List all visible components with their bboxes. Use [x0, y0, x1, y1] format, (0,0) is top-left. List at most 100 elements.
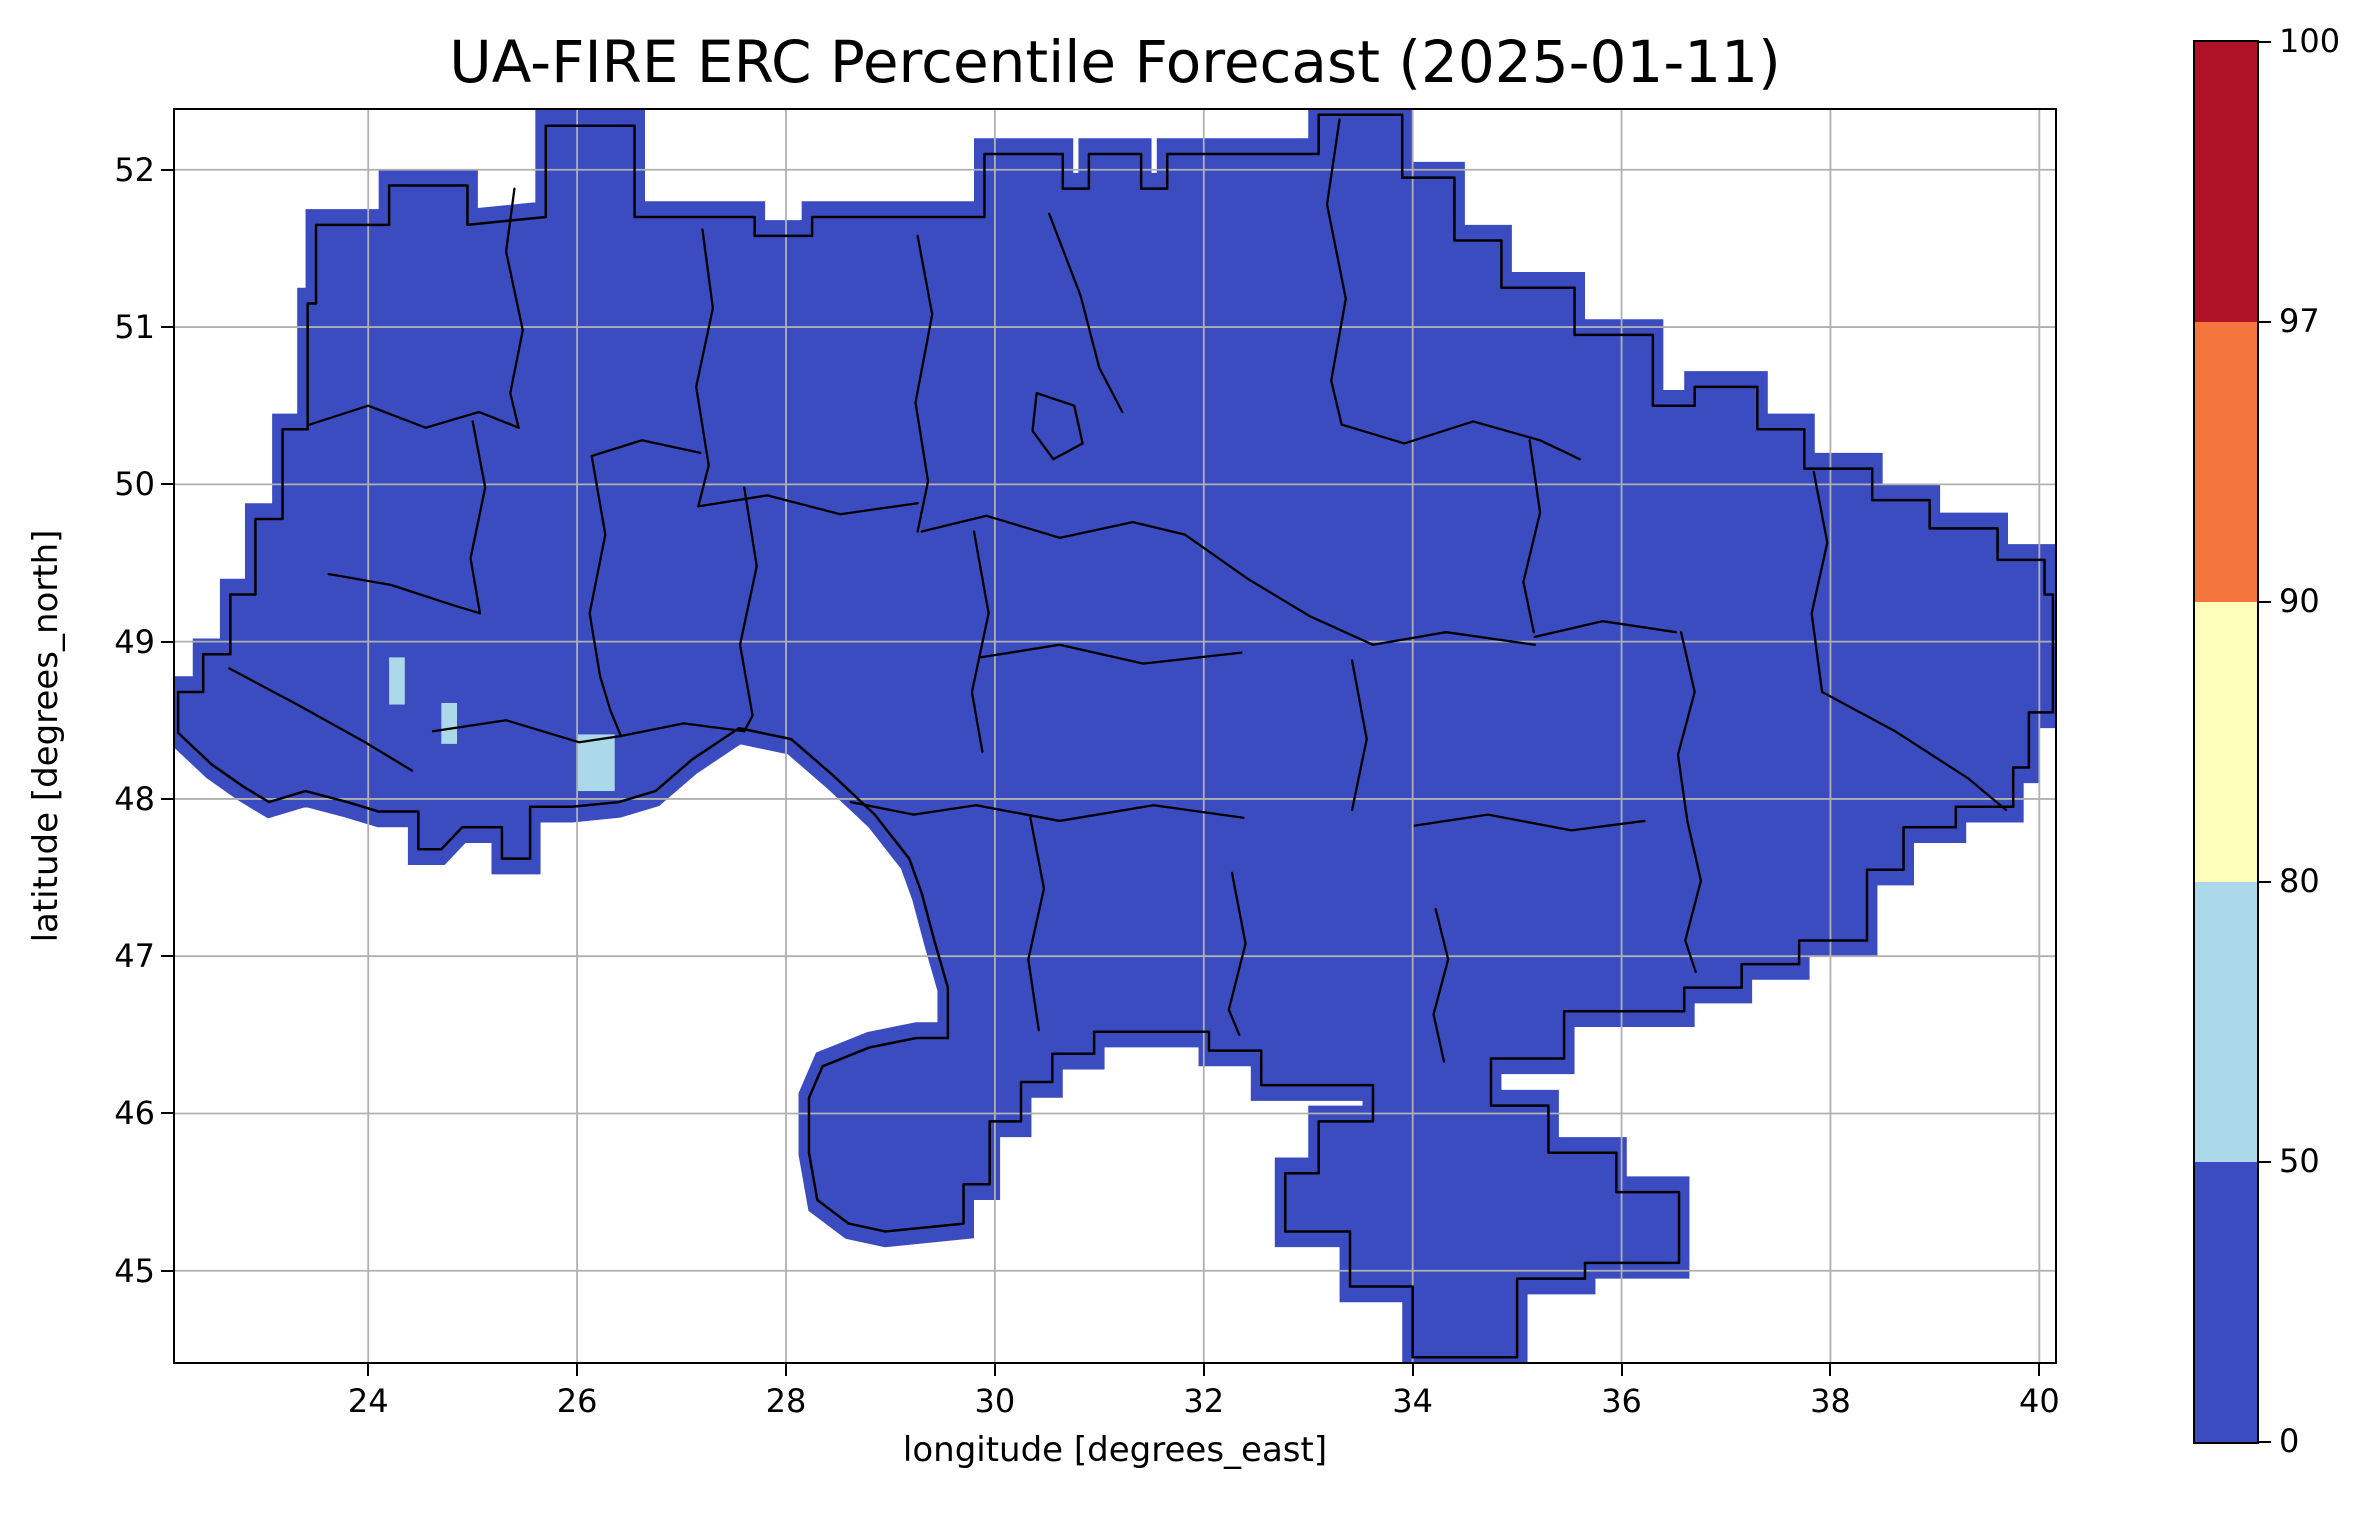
y-tick-label: 48 [114, 779, 155, 818]
x-tick-label: 36 [1601, 1382, 1642, 1420]
oblast-boundary [698, 495, 917, 514]
oblast-boundary [229, 668, 412, 770]
colorbar-segment [2195, 42, 2257, 322]
colorbar-tickmark [2259, 1161, 2271, 1163]
x-tick-label: 28 [765, 1382, 807, 1420]
colorbar-tickmark [2259, 881, 2271, 883]
country-fill [175, 110, 2055, 1362]
y-tick-label: 47 [114, 937, 155, 976]
x-tickmark [367, 1364, 370, 1376]
x-tick-label: 40 [2018, 1382, 2060, 1420]
country-outline-layer [178, 115, 2053, 1358]
anomaly-cells-layer [389, 657, 615, 792]
y-tickmark [161, 955, 173, 958]
x-tickmark [1411, 1364, 1414, 1376]
x-tick-label: 38 [1810, 1382, 1851, 1420]
colorbar-tick-label: 97 [2279, 302, 2320, 340]
oblast-boundary [972, 532, 989, 752]
y-tickmark [161, 168, 173, 171]
oblast-boundary [1678, 632, 1695, 821]
x-axis-label: longitude [degrees_east] [902, 1430, 1328, 1470]
anomaly-cell [389, 657, 405, 705]
colorbar-tick-label: 0 [2279, 1422, 2300, 1460]
oblast-boundary [851, 802, 976, 815]
oblast-boundary [1352, 661, 1367, 810]
map-canvas [175, 110, 2055, 1362]
x-tick-label: 26 [556, 1382, 598, 1420]
x-tick-label: 30 [974, 1382, 1016, 1420]
chart-title: UA-FIRE ERC Percentile Forecast (2025-01… [449, 28, 1781, 96]
country-outline [178, 115, 2053, 1358]
y-tick-label: 52 [114, 150, 155, 189]
x-tickmark [576, 1364, 579, 1376]
oblast-boundary [1434, 909, 1449, 1062]
y-tick-label: 50 [114, 465, 155, 504]
gridlines-layer [175, 110, 2055, 1362]
oblast-boundary [471, 421, 486, 613]
oblast-boundary [506, 189, 523, 428]
anomaly-cell [441, 702, 457, 744]
colorbar-segment [2195, 1162, 2257, 1442]
anomaly-cell [577, 734, 615, 792]
oblast-boundary [1373, 632, 1535, 645]
colorbar-segment [2195, 322, 2257, 602]
y-tick-label: 46 [114, 1094, 155, 1133]
oblast-boundary [1049, 214, 1122, 412]
map-fill-layer [175, 110, 2055, 1362]
y-tickmark [161, 1269, 173, 1272]
x-tickmark [993, 1364, 996, 1376]
oblast-boundary [1822, 692, 2006, 810]
x-tick-label: 32 [1183, 1382, 1225, 1420]
oblast-boundary [1032, 393, 1082, 459]
x-tick-label: 24 [347, 1382, 389, 1420]
oblast-boundary [590, 456, 606, 676]
oblast-boundary [600, 676, 621, 736]
colorbar-tick-label: 50 [2279, 1142, 2320, 1180]
colorbar-tick-label: 100 [2279, 22, 2341, 60]
y-tick-label: 51 [114, 308, 155, 347]
x-tickmark [1202, 1364, 1205, 1376]
oblast-boundary [740, 487, 757, 731]
oblast-boundary [696, 230, 713, 507]
x-tickmark [1829, 1364, 1832, 1376]
oblast-boundary [1327, 119, 1346, 424]
x-tickmark [2038, 1364, 2041, 1376]
oblast-boundary [922, 516, 1185, 538]
x-tickmark [785, 1364, 787, 1376]
colorbar-tickmark [2259, 41, 2271, 43]
oblast-boundary [1028, 818, 1044, 1030]
y-tickmark [161, 326, 173, 329]
colorbar [2193, 40, 2259, 1444]
oblast-boundaries-layer [229, 119, 2006, 1061]
oblast-boundary [976, 805, 1243, 821]
oblast-boundary [310, 406, 519, 428]
oblast-boundary [1185, 535, 1373, 645]
x-tickmark [1620, 1364, 1623, 1376]
colorbar-tick-label: 90 [2279, 582, 2320, 620]
colorbar-segment [2195, 882, 2257, 1162]
oblast-boundary [916, 236, 933, 532]
oblast-boundary [433, 720, 621, 742]
oblast-boundary [1415, 815, 1645, 831]
y-tickmark [161, 483, 173, 486]
oblast-boundary [1342, 421, 1580, 459]
y-axis-label: latitude [degrees_north] [26, 529, 66, 943]
y-tick-label: 49 [114, 622, 155, 661]
oblast-boundary [329, 574, 480, 613]
oblast-boundary [1535, 621, 1676, 637]
plot-area [173, 108, 2057, 1364]
oblast-boundary [1685, 821, 1701, 972]
oblast-boundary [1229, 873, 1246, 1035]
oblast-boundary [592, 440, 701, 456]
colorbar-tickmark [2259, 321, 2271, 323]
colorbar-tick-label: 80 [2279, 862, 2320, 900]
colorbar-segment [2195, 602, 2257, 882]
oblast-boundary [621, 723, 744, 736]
y-tickmark [161, 797, 173, 800]
colorbar-tickmark [2259, 601, 2271, 603]
y-tickmark [161, 640, 173, 643]
colorbar-tickmark [2259, 1441, 2271, 1443]
oblast-boundary [980, 645, 1241, 664]
oblast-boundary [1523, 440, 1540, 632]
